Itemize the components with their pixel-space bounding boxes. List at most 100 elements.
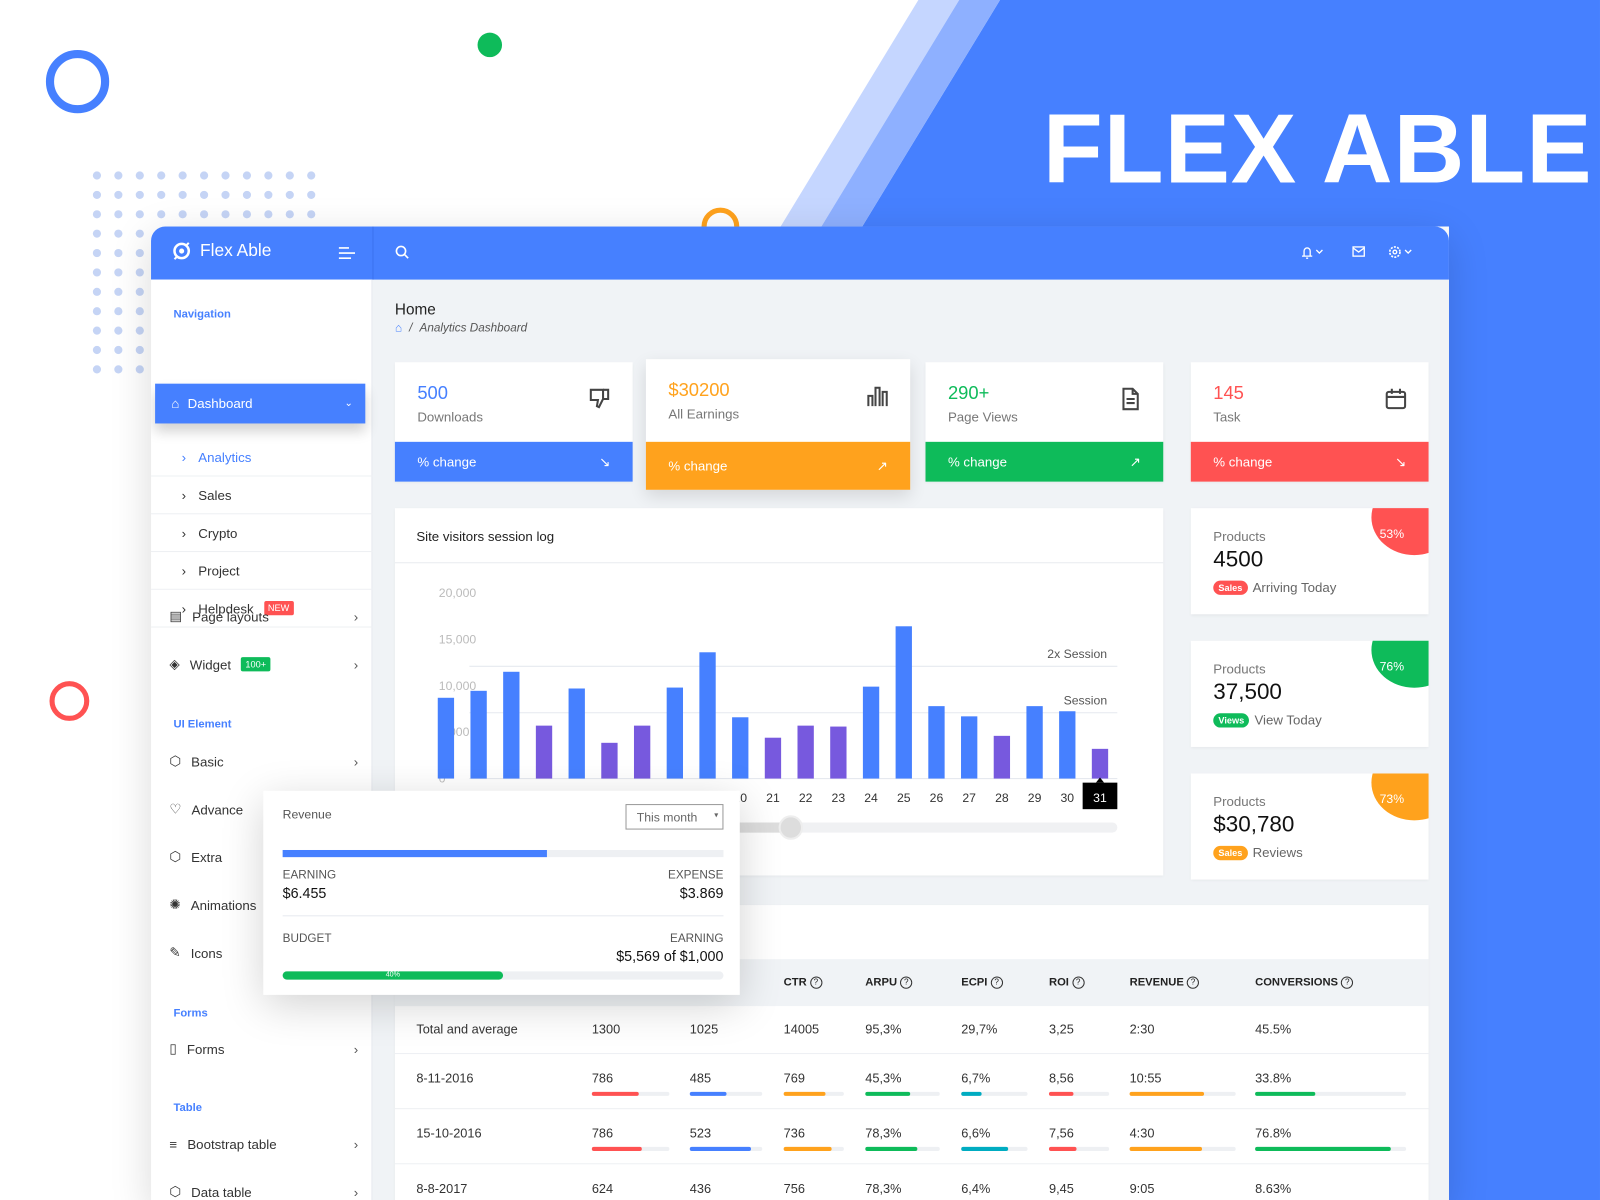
table-cell: Total and average [416, 1022, 518, 1037]
bar-13[interactable] [503, 671, 520, 779]
green-dot-icon [477, 32, 503, 58]
sidebar-item-label: Animations [190, 897, 257, 913]
dot [199, 171, 209, 180]
brand[interactable]: Flex Able [171, 241, 271, 261]
dot [114, 268, 123, 277]
sidebar-item-widget[interactable]: ◈ Widget 100+ › [169, 656, 358, 672]
aperture-logo-icon [173, 242, 191, 260]
menu-icon[interactable] [338, 247, 356, 259]
budget-progress-label: 40% [282, 971, 504, 980]
sidebar-item-dashboard[interactable]: ⌂ Dashboard ⌄ [155, 383, 366, 424]
highlight-tooltip [1082, 782, 1118, 810]
dot [114, 171, 123, 180]
bar-26[interactable] [928, 706, 945, 779]
bar-27[interactable] [961, 716, 978, 779]
column-header-revenue[interactable]: REVENUE? [1130, 976, 1200, 989]
bar-29[interactable] [1026, 706, 1043, 779]
product-value: 4500 [1213, 545, 1264, 572]
bar-21[interactable] [764, 737, 782, 779]
bar-14[interactable] [535, 725, 553, 779]
column-header-ctr[interactable]: CTR? [784, 976, 823, 989]
cell-progress-bar [1129, 1091, 1236, 1096]
home-icon[interactable]: ⌂ [394, 322, 402, 335]
bar-31[interactable] [1091, 748, 1109, 779]
dot [157, 171, 166, 180]
column-header-conversions[interactable]: CONVERSIONS? [1255, 976, 1354, 989]
column-header-label: CONVERSIONS [1255, 976, 1339, 989]
bar-25[interactable] [895, 626, 912, 779]
search-icon[interactable] [395, 245, 409, 259]
sidebar-subitem-analytics[interactable]: › Analytics [151, 439, 373, 477]
bar-30[interactable] [1059, 711, 1076, 779]
gear-icon[interactable] [1388, 244, 1417, 260]
reference-line-label: 2x Session [1047, 647, 1107, 661]
help-circle-icon[interactable]: ? [1186, 976, 1200, 989]
calendar-icon [1385, 388, 1407, 410]
bar-12[interactable] [470, 690, 487, 779]
chevron-right-icon: › [181, 562, 187, 579]
bell-icon[interactable] [1300, 245, 1327, 259]
sidebar-subitem-project[interactable]: › Project [151, 552, 373, 590]
dot [242, 210, 252, 219]
layout-icon: ▤ [169, 608, 182, 624]
product-title: Products [1213, 528, 1266, 544]
table-cell: 2:30 [1129, 1022, 1155, 1037]
sidebar-item-basic[interactable]: ⬡ Basic › [169, 753, 358, 769]
product-note: Sales Reviews [1213, 845, 1303, 860]
help-circle-icon[interactable]: ? [990, 976, 1003, 989]
stat-change-band[interactable]: % change ↘ [394, 441, 633, 482]
range-slider-handle[interactable] [778, 815, 804, 840]
help-circle-icon[interactable]: ? [900, 976, 913, 989]
table-cell: 4:30 [1129, 1126, 1155, 1141]
dot [199, 210, 209, 219]
sidebar-item-data-table[interactable]: ⬡ Data table › [169, 1184, 358, 1200]
bar-16[interactable] [601, 742, 618, 779]
help-circle-icon[interactable]: ? [1071, 976, 1085, 989]
product-note: Sales Arriving Today [1213, 580, 1336, 595]
sidebar-subitem-sales[interactable]: › Sales [151, 477, 373, 515]
dot [285, 171, 294, 180]
tooltip-arrow [1095, 777, 1105, 783]
table-cell: 9,45 [1048, 1181, 1074, 1196]
stat-change-band[interactable]: % change ↗ [925, 441, 1164, 482]
table-cell: 76.8% [1255, 1126, 1292, 1141]
sidebar-item-page-layouts[interactable]: ▤ Page layouts › [169, 608, 358, 624]
sidebar-subitem-helpdesk[interactable]: › Helpdesk NEW [151, 590, 373, 628]
dot [92, 171, 102, 180]
column-header-arpu[interactable]: ARPU? [865, 976, 913, 989]
product-note-text: Arriving Today [1252, 579, 1337, 595]
sidebar-item-label: Basic [191, 753, 224, 769]
feather-icon: ♡ [169, 801, 182, 817]
table-cell: 769 [783, 1071, 805, 1086]
stat-change-band[interactable]: % change ↘ [1190, 441, 1429, 482]
table-row: 8-11-2016 786 485 769 45,3% 6,7% 8,56 10:55 33.8… [394, 1054, 1429, 1110]
x-tick-label: 27 [962, 791, 976, 805]
mail-icon[interactable] [1352, 246, 1365, 257]
bar-24[interactable] [862, 686, 880, 779]
table-cell: 7,56 [1048, 1126, 1074, 1141]
sidebar-subitem-crypto[interactable]: › Crypto [151, 514, 373, 553]
chevron-right-icon: › [353, 656, 359, 672]
period-select[interactable]: This month ▾ [625, 804, 724, 830]
box-icon: ⬡ [169, 1183, 181, 1199]
table-cell: 786 [591, 1071, 614, 1086]
bar-17[interactable] [633, 725, 651, 779]
product-note-text: View Today [1254, 712, 1322, 728]
x-tick-label: 31 [1093, 791, 1107, 805]
bar-18[interactable] [666, 687, 684, 779]
bar-11[interactable] [437, 697, 455, 779]
column-header-roi[interactable]: ROI? [1049, 976, 1085, 989]
column-header-ecpi[interactable]: ECPI? [961, 976, 1003, 989]
bar-20[interactable] [732, 717, 749, 779]
stat-change-band[interactable]: % change ↗ [645, 441, 911, 490]
bar-15[interactable] [568, 688, 585, 779]
sidebar-item-bootstrap-table[interactable]: ≡ Bootstrap table › [169, 1137, 358, 1152]
bar-19[interactable] [699, 652, 716, 779]
bar-28[interactable] [993, 735, 1011, 779]
help-circle-icon[interactable]: ? [809, 976, 823, 989]
bar-23[interactable] [830, 726, 847, 779]
sidebar-item-forms[interactable]: ▯ Forms › [169, 1041, 358, 1057]
bar-22[interactable] [797, 725, 814, 779]
help-circle-icon[interactable]: ? [1341, 976, 1354, 989]
x-tick-label: 23 [832, 791, 846, 805]
